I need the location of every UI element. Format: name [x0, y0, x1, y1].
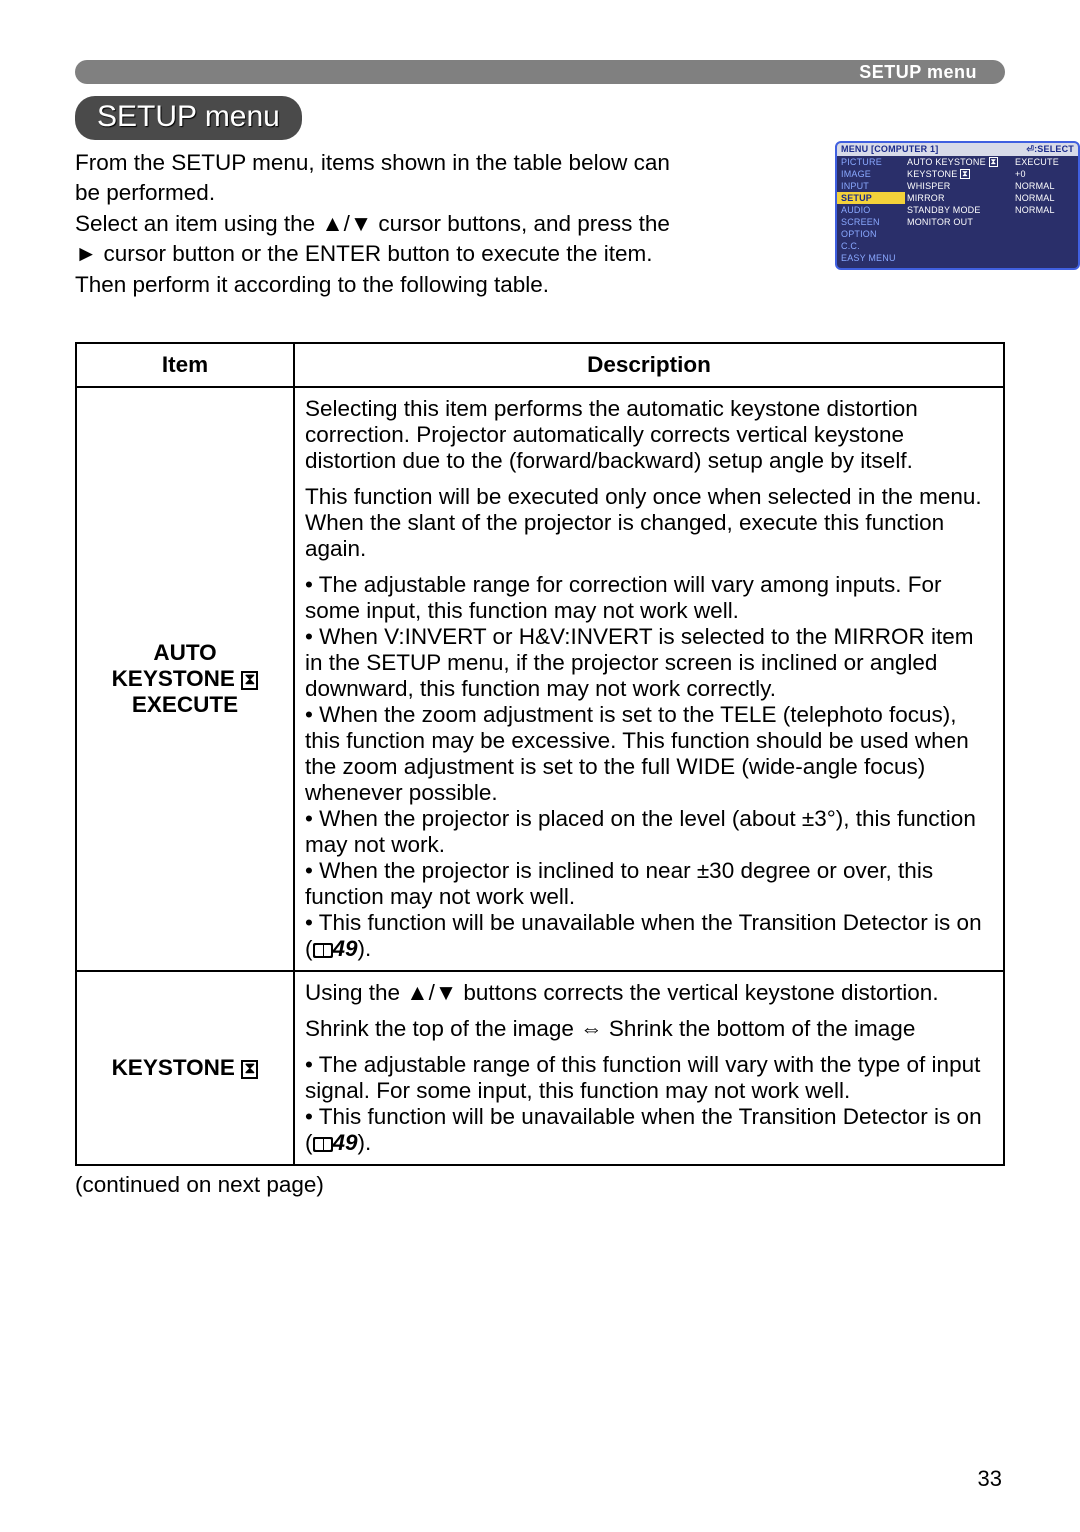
- header-label: SETUP menu: [859, 60, 977, 84]
- description-paragraph: • The adjustable range of this function …: [305, 1052, 993, 1156]
- osd-left-item: PICTURE: [837, 156, 905, 168]
- table-row: AUTOKEYSTONE ⧗EXECUTESelecting this item…: [76, 387, 1004, 971]
- osd-mid-item: KEYSTONE ⧗: [905, 168, 1015, 180]
- setup-table: Item Description AUTOKEYSTONE ⧗EXECUTESe…: [75, 342, 1005, 1166]
- osd-screenshot: MENU [COMPUTER 1] ⏎:SELECT PICTUREIMAGEI…: [835, 141, 1080, 270]
- description-cell: Selecting this item performs the automat…: [294, 387, 1004, 971]
- th-description: Description: [294, 343, 1004, 387]
- osd-left-item: EASY MENU: [837, 252, 905, 264]
- osd-right-item: NORMAL: [1015, 180, 1059, 192]
- osd-header-left: MENU [COMPUTER 1]: [841, 144, 938, 155]
- intro-text: From the SETUP menu, items shown in the …: [75, 148, 695, 300]
- continued-note: (continued on next page): [75, 1172, 1005, 1198]
- osd-left-column: PICTUREIMAGEINPUTSETUPAUDIOSCREENOPTIONC…: [837, 156, 905, 264]
- book-icon: [313, 943, 333, 958]
- osd-left-item: AUDIO: [837, 204, 905, 216]
- osd-mid-item: WHISPER: [905, 180, 1015, 192]
- osd-right-item: NORMAL: [1015, 192, 1059, 204]
- osd-mid-item: AUTO KEYSTONE ⧗: [905, 156, 1015, 168]
- osd-right-item: NORMAL: [1015, 204, 1059, 216]
- osd-header-right: ⏎:SELECT: [1026, 144, 1074, 155]
- book-icon: [313, 1137, 333, 1152]
- osd-right-item: EXECUTE: [1015, 156, 1059, 168]
- osd-mid-item: MIRROR: [905, 192, 1015, 204]
- osd-right-column: EXECUTE+0NORMALNORMALNORMAL: [1015, 156, 1059, 264]
- osd-left-item: IMAGE: [837, 168, 905, 180]
- osd-mid-item: STANDBY MODE: [905, 204, 1015, 216]
- osd-left-item: SCREEN: [837, 216, 905, 228]
- osd-left-item: INPUT: [837, 180, 905, 192]
- table-row: KEYSTONE ⧗ Using the ▲/▼ buttons corrects…: [76, 971, 1004, 1165]
- osd-left-item: C.C.: [837, 240, 905, 252]
- item-cell: AUTOKEYSTONE ⧗EXECUTE: [76, 387, 294, 971]
- th-item: Item: [76, 343, 294, 387]
- item-cell: KEYSTONE ⧗: [76, 971, 294, 1165]
- description-cell: Using the ▲/▼ buttons corrects the verti…: [294, 971, 1004, 1165]
- osd-mid-column: AUTO KEYSTONE ⧗KEYSTONE ⧗WHISPERMIRRORST…: [905, 156, 1015, 264]
- description-paragraph: Selecting this item performs the automat…: [305, 396, 993, 474]
- description-paragraph: This function will be executed only once…: [305, 484, 993, 562]
- osd-right-item: +0: [1015, 168, 1059, 180]
- description-paragraph: • The adjustable range for correction wi…: [305, 572, 993, 962]
- osd-mid-item: MONITOR OUT: [905, 216, 1015, 228]
- header-bar: SETUP menu: [75, 60, 1005, 84]
- section-title-pill: SETUP menu: [75, 96, 302, 140]
- description-paragraph: Shrink the top of the image ⇔ Shrink the…: [305, 1016, 993, 1042]
- osd-left-item: SETUP: [837, 192, 905, 204]
- page-number: 33: [978, 1466, 1002, 1492]
- osd-left-item: OPTION: [837, 228, 905, 240]
- description-paragraph: Using the ▲/▼ buttons corrects the verti…: [305, 980, 993, 1006]
- osd-right-item: [1015, 216, 1059, 228]
